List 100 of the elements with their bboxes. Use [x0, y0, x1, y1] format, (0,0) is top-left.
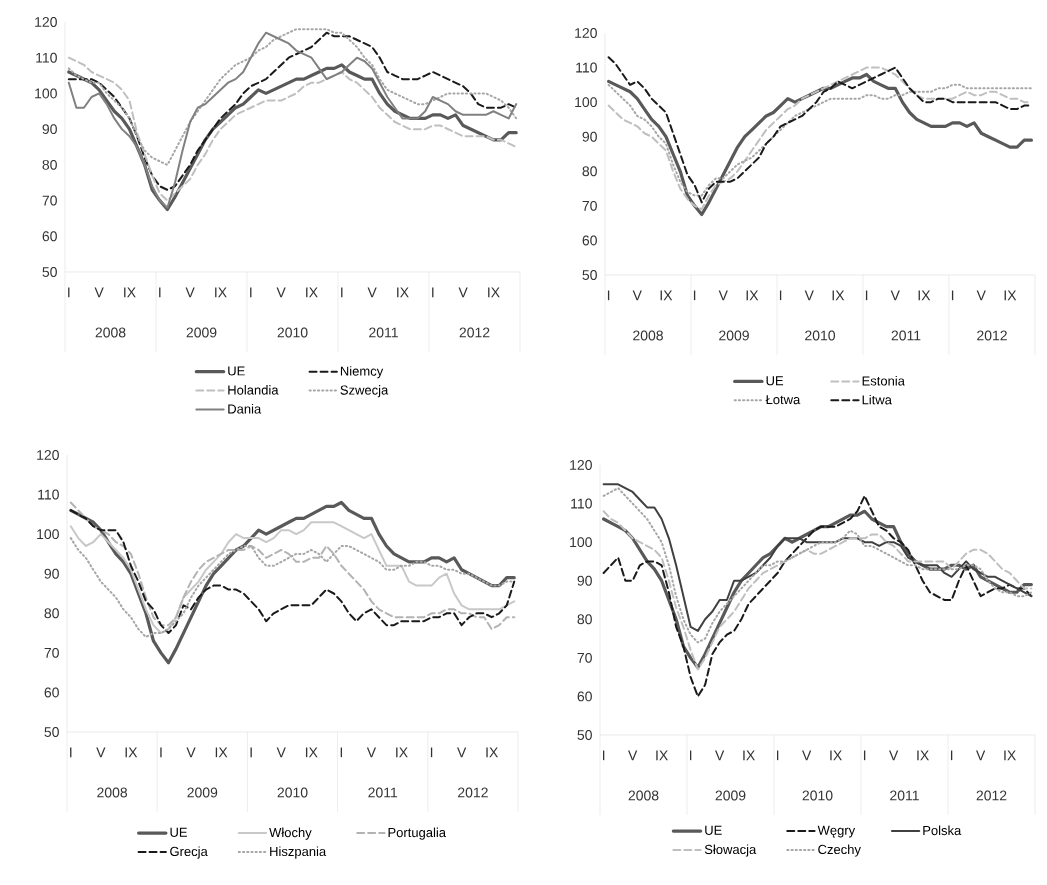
legend-label: Dania — [228, 404, 262, 414]
x-tick-label: IX — [488, 287, 500, 298]
x-tick-label: IX — [125, 747, 138, 758]
y-tick-label: 90 — [44, 568, 59, 579]
legend-label: UE — [766, 376, 784, 386]
text: 2009 — [715, 790, 746, 801]
legend-label: Łotwa — [765, 395, 801, 405]
y-tick-label: 90 — [42, 124, 57, 135]
legend-label: Grecja — [170, 846, 208, 859]
text: 2009 — [186, 327, 217, 338]
legend-label: Włochy — [269, 827, 312, 840]
y-tick-label: 70 — [42, 195, 57, 206]
x-tick-label: IX — [917, 750, 929, 761]
legend-label: Hiszpania — [270, 846, 327, 859]
x-tick-label: I — [250, 747, 252, 758]
x-tick-label: I — [865, 290, 868, 301]
x-tick-label: V — [890, 290, 900, 301]
x-tick-label: I — [340, 747, 343, 758]
x-tick-label: V — [94, 287, 104, 298]
x-tick-label: IX — [918, 290, 931, 301]
x-tick-label: V — [367, 287, 377, 298]
text: 2008 — [633, 330, 663, 341]
text: 2012 — [458, 787, 488, 798]
y-tick-label: 60 — [582, 235, 597, 246]
y-tick-label: 110 — [571, 498, 592, 509]
text: 2011 — [368, 787, 398, 798]
y-tick-label: 60 — [577, 691, 592, 702]
y-tick-label: 120 — [570, 460, 592, 470]
y-tick-label: 100 — [575, 97, 597, 108]
legend-label: Węgry — [817, 825, 856, 838]
y-tick-label: 50 — [582, 270, 597, 280]
x-tick-label: V — [276, 747, 286, 758]
text: 2010 — [277, 787, 308, 798]
y-tick-label: 100 — [37, 529, 59, 540]
y-tick-label: 90 — [577, 575, 592, 586]
legend-label: Niemcy — [340, 366, 384, 379]
x-tick-label: I — [432, 287, 434, 298]
x-tick-label: V — [185, 287, 195, 298]
y-tick-label: 110 — [36, 52, 57, 63]
text: 2011 — [891, 330, 921, 341]
x-tick-label: IX — [656, 750, 668, 761]
x-tick-label: IX — [396, 747, 408, 758]
x-tick-label: I — [776, 750, 779, 761]
x-tick-label: V — [889, 750, 899, 761]
x-tick-label: IX — [215, 287, 227, 298]
text: 2012 — [976, 790, 1007, 801]
x-tick-label: IX — [1004, 750, 1016, 761]
y-tick-label: 70 — [582, 200, 597, 211]
legend-label: Czechy — [818, 844, 861, 857]
legend-label: UE — [705, 825, 722, 835]
x-tick-label: I — [68, 287, 70, 298]
text: 2010 — [802, 790, 833, 801]
text: 2010 — [277, 327, 308, 338]
x-tick-label: I — [607, 290, 610, 301]
x-tick-label: I — [693, 290, 696, 301]
x-tick-label: IX — [746, 290, 759, 301]
legend-label: Portugalia — [388, 827, 447, 840]
x-tick-label: IX — [486, 747, 499, 758]
y-tick-label: 90 — [582, 131, 597, 142]
x-tick-label: IX — [830, 750, 842, 761]
x-tick-label: V — [632, 290, 642, 301]
x-tick-label: V — [718, 290, 728, 301]
y-tick-label: 80 — [44, 608, 59, 619]
y-tick-label: 110 — [38, 489, 59, 500]
y-tick-label: 60 — [44, 687, 59, 698]
y-tick-label: 120 — [575, 28, 597, 38]
x-tick-label: I — [250, 287, 252, 298]
x-tick-label: V — [457, 747, 467, 758]
legend-label: Polska — [923, 825, 962, 836]
text: 2009 — [187, 787, 218, 798]
x-tick-label: IX — [305, 747, 318, 758]
legend-label: UE — [228, 366, 245, 376]
x-tick-label: IX — [832, 290, 845, 301]
y-tick-label: 80 — [577, 614, 592, 625]
legend-label: Słowacja — [704, 844, 757, 857]
y-tick-label: 120 — [35, 17, 57, 27]
x-tick-label: V — [276, 287, 286, 298]
y-tick-label: 70 — [577, 652, 592, 663]
x-tick-label: I — [602, 750, 605, 761]
y-tick-label: 50 — [577, 730, 592, 740]
text: 2011 — [369, 327, 398, 338]
y-tick-label: 50 — [42, 267, 57, 277]
y-tick-label: 50 — [44, 727, 59, 737]
y-tick-label: 110 — [576, 62, 597, 73]
x-tick-label: I — [341, 287, 343, 298]
y-tick-label: 80 — [582, 166, 597, 177]
text: 2010 — [805, 330, 836, 341]
text: 2008 — [628, 790, 659, 801]
legend-label: Szwecja — [340, 385, 389, 398]
x-tick-label: IX — [660, 290, 673, 301]
x-tick-label: I — [160, 747, 162, 758]
x-tick-label: V — [802, 750, 812, 761]
y-tick-label: 70 — [44, 647, 59, 658]
y-tick-label: 60 — [42, 231, 57, 242]
x-tick-label: V — [186, 747, 196, 758]
text: 2012 — [459, 327, 490, 338]
x-tick-label: V — [976, 290, 986, 301]
legend-label: Holandia — [228, 385, 279, 395]
text: 2008 — [95, 327, 126, 338]
x-tick-label: IX — [1004, 290, 1017, 301]
